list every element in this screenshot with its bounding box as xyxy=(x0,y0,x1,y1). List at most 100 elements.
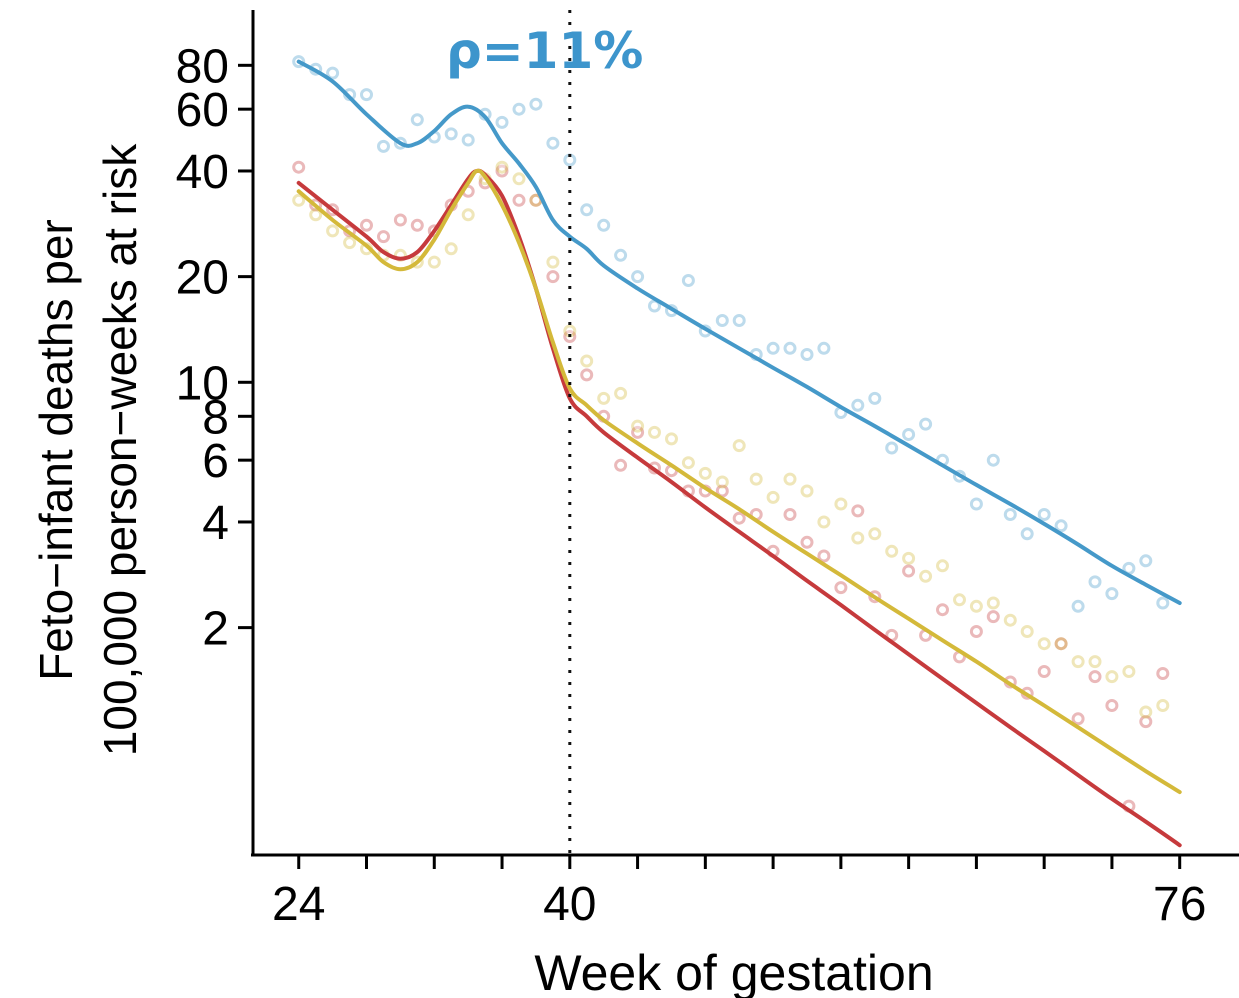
data-point xyxy=(326,66,340,80)
data-point xyxy=(1122,665,1136,678)
data-point xyxy=(1037,508,1051,521)
data-point xyxy=(1105,699,1119,712)
data-point xyxy=(648,425,661,439)
y-tick-label: 60 xyxy=(176,84,229,137)
data-point xyxy=(1071,655,1085,669)
data-point xyxy=(597,218,611,232)
data-point xyxy=(766,341,780,355)
data-point xyxy=(783,508,797,521)
data-point xyxy=(495,160,509,174)
data-point xyxy=(410,218,424,232)
data-point xyxy=(512,172,526,186)
data-point xyxy=(410,113,424,127)
x-ticks: 24 40 76 xyxy=(272,855,1206,931)
data-point xyxy=(698,466,712,480)
data-point xyxy=(800,348,814,361)
data-point xyxy=(817,341,831,355)
data-point xyxy=(953,593,966,607)
data-point xyxy=(546,255,560,269)
data-point xyxy=(969,625,983,638)
trend-line xyxy=(296,168,1182,795)
data-point xyxy=(1003,508,1017,521)
data-point xyxy=(868,391,882,405)
points-layer xyxy=(292,55,1170,813)
data-point xyxy=(817,549,831,563)
trend-line xyxy=(296,168,1182,848)
data-point xyxy=(546,270,560,284)
data-point xyxy=(580,368,594,382)
data-point xyxy=(817,515,831,529)
data-point xyxy=(885,441,899,455)
data-point xyxy=(851,531,865,545)
data-point xyxy=(444,242,458,256)
data-point xyxy=(851,504,865,518)
data-point xyxy=(732,314,746,327)
data-point xyxy=(326,224,340,238)
data-point xyxy=(1105,670,1119,684)
data-point xyxy=(969,599,983,613)
data-point xyxy=(986,610,1000,624)
data-point xyxy=(902,551,916,565)
data-point xyxy=(766,490,780,504)
data-point xyxy=(1054,637,1068,651)
data-point xyxy=(427,255,441,269)
trend-layer xyxy=(296,59,1182,848)
data-point xyxy=(1139,705,1153,719)
data-point xyxy=(512,193,526,207)
data-point xyxy=(631,425,645,439)
data-point xyxy=(834,581,848,595)
x-tick-label: 76 xyxy=(1153,878,1206,931)
data-point xyxy=(631,419,645,433)
data-point xyxy=(461,208,475,222)
data-point xyxy=(902,564,916,578)
data-point xyxy=(1037,665,1051,678)
trend-line xyxy=(296,59,1182,605)
data-point xyxy=(580,203,594,217)
data-point xyxy=(665,432,678,446)
data-point xyxy=(1139,715,1153,729)
x-axis-title: Week of gestation xyxy=(534,945,933,998)
data-point xyxy=(1020,527,1034,541)
data-point xyxy=(309,208,323,222)
data-point xyxy=(902,428,916,441)
y-tick-label: 2 xyxy=(202,603,229,656)
data-point xyxy=(800,535,814,549)
data-point xyxy=(986,596,1000,610)
data-point xyxy=(495,115,509,129)
data-point xyxy=(377,139,390,153)
data-point xyxy=(1054,519,1068,533)
data-point xyxy=(1088,655,1102,669)
data-point xyxy=(919,417,933,431)
data-point xyxy=(377,230,390,244)
y-tick-label: 20 xyxy=(176,252,229,305)
data-point xyxy=(851,398,865,412)
data-point xyxy=(614,248,628,262)
data-point xyxy=(1071,599,1085,613)
data-point xyxy=(1088,575,1102,589)
x-tick-label: 24 xyxy=(272,878,325,931)
data-point xyxy=(495,164,509,178)
data-point xyxy=(986,453,1000,467)
data-point xyxy=(800,484,814,498)
data-point xyxy=(580,354,594,368)
data-point xyxy=(512,102,526,116)
data-point xyxy=(597,391,611,405)
data-point xyxy=(343,236,357,250)
data-point xyxy=(1139,554,1153,568)
data-point xyxy=(919,569,933,583)
data-point xyxy=(936,603,949,617)
data-point xyxy=(461,133,475,147)
y-axis-title-line1: Feto−infant deaths per xyxy=(30,219,82,681)
data-point xyxy=(732,511,746,525)
data-point xyxy=(546,136,560,150)
data-point xyxy=(783,341,797,355)
data-point xyxy=(681,274,695,287)
data-point xyxy=(783,472,797,486)
data-point xyxy=(1071,712,1085,726)
data-point xyxy=(529,97,543,111)
data-point xyxy=(1088,670,1102,684)
data-point xyxy=(393,213,407,227)
data-point xyxy=(834,497,848,511)
